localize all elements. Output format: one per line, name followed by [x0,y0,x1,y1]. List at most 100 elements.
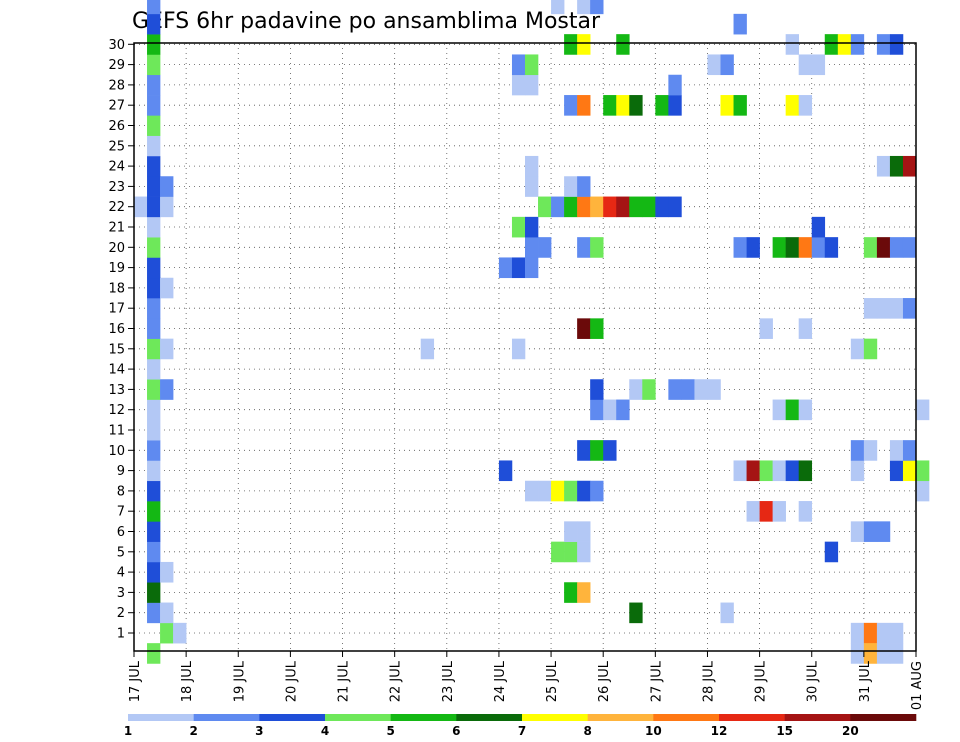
precip-cell [746,460,760,482]
y-tick-label: 14 [108,363,125,378]
precip-cell [147,460,161,482]
precip-cell [147,643,161,664]
precip-cell [733,13,747,35]
precip-cell [160,379,174,400]
precip-cell [629,95,643,116]
precip-cell [511,216,526,238]
precip-cell [811,216,826,238]
colorbar-label: 8 [583,724,591,738]
precip-cell [668,379,682,400]
x-tick-label: 26 JUL [597,660,612,702]
x-tick-label: 27 JUL [649,660,664,702]
precip-cell [420,338,435,360]
x-tick-label: 18 JUL [180,660,195,702]
precip-cell [902,460,917,482]
y-tick-label: 28 [108,78,125,93]
precip-cell [147,0,161,15]
precip-cell [147,237,161,258]
precip-cell [603,196,617,218]
precip-cell [603,95,617,116]
y-tick-label: 19 [108,261,125,276]
precip-cell [616,95,630,116]
precip-cell [147,318,161,339]
x-tick-label: 31 JUL [858,660,873,702]
precip-cell [147,74,161,96]
precip-cell [564,95,578,116]
precip-cell [759,501,773,522]
precip-cell [590,480,604,502]
precip-cell [772,460,786,482]
colorbar-label: 7 [518,724,526,738]
precip-cell [902,440,917,461]
precip-cell [147,521,161,542]
precip-cell [798,237,813,258]
precip-cell [629,379,643,400]
x-tick-label: 17 JUL [128,660,143,702]
precip-cell [863,643,878,664]
x-tick-label: 28 JUL [701,660,716,702]
x-tick-label: 21 JUL [337,660,352,702]
precip-cell [759,460,773,482]
precip-cell [511,74,526,96]
colorbar-swatch [390,714,457,721]
precip-cell [668,74,682,96]
x-tick-label: 29 JUL [754,660,769,702]
precip-cell [668,95,682,116]
precip-cell [147,399,161,421]
y-tick-label: 7 [117,505,125,520]
precip-cell [173,622,187,644]
precip-cell [889,643,904,664]
precip-cell [720,54,734,76]
colorbar-swatch [128,714,194,721]
precip-cell [511,338,526,360]
precip-cell [655,196,669,218]
precip-cell [525,257,539,279]
precip-cell [850,34,865,55]
precip-cell [147,501,161,522]
precip-cell [850,521,865,542]
precip-cell [863,298,878,319]
precip-cell [850,622,865,644]
precip-cell [916,399,930,421]
precip-cell [577,0,591,15]
y-tick-label: 20 [108,241,125,256]
precip-cell [590,399,604,421]
precip-cell [147,13,161,35]
precip-cell [733,460,747,482]
precip-cell [564,480,578,502]
colorbar-swatch [193,714,260,721]
precip-cell [147,196,161,218]
precip-cell [160,602,174,624]
precip-cell [160,622,174,644]
precip-cell [798,318,813,339]
precip-cell [147,34,161,55]
precip-cell [147,541,161,563]
precip-cell [590,0,604,15]
y-tick-label: 12 [108,403,125,418]
colorbar-swatch [587,714,654,721]
precip-cell [798,399,813,421]
y-tick-label: 17 [108,302,125,317]
precip-cell [577,95,591,116]
precip-cell [694,379,708,400]
precip-cell [577,480,591,502]
precip-cell [850,440,865,461]
precip-cell [577,237,591,258]
precip-cell [811,54,826,76]
precip-cell [538,480,552,502]
colorbar-swatch [784,714,851,721]
colorbar-label: 5 [386,724,394,738]
precip-cell [876,643,891,664]
precip-cell [629,602,643,624]
precip-cell [876,298,891,319]
precip-cell [863,338,878,360]
precip-cell [498,257,513,279]
y-tick-label: 5 [117,545,125,560]
colorbar-label: 1 [124,724,132,738]
precip-cell [147,115,161,136]
precip-cell [147,135,161,157]
colorbar-swatch [456,714,523,721]
precip-cell [525,74,539,96]
y-tick-label: 18 [108,281,125,296]
